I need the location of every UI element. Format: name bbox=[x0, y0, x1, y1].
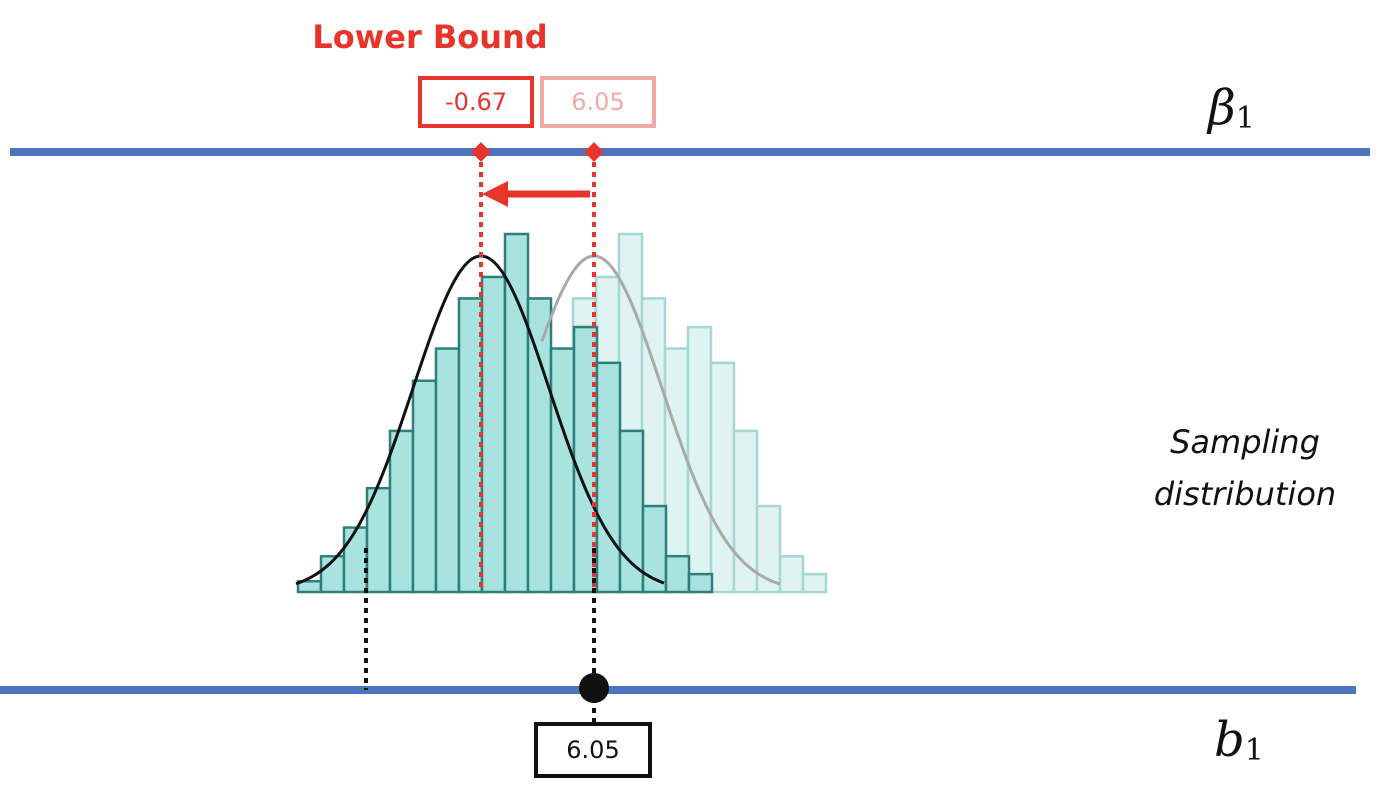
lower-bound-histogram-bar bbox=[503, 232, 530, 594]
shifted-histogram-bar bbox=[686, 325, 713, 594]
lower-bound-histogram-bar bbox=[618, 429, 645, 594]
b-axis-label: b1 bbox=[1214, 712, 1264, 768]
lower-bound-histogram-bar bbox=[641, 504, 668, 594]
sampling-line-1: Sampling bbox=[1170, 423, 1320, 461]
sampling-distribution-label: Sampling distribution bbox=[1140, 416, 1350, 520]
shifted-histogram-bar bbox=[755, 504, 782, 594]
shift-arrow-head bbox=[482, 181, 508, 207]
lower-bound-value-box: -0.67 bbox=[418, 76, 534, 128]
shifted-histogram-bar bbox=[709, 361, 736, 594]
beta-subscript: 1 bbox=[1235, 101, 1255, 137]
beta-symbol: β bbox=[1208, 80, 1236, 136]
original-value-box: 6.05 bbox=[540, 76, 656, 128]
lower-bound-histogram-bar bbox=[595, 361, 622, 594]
shifted-histogram-bar bbox=[778, 554, 805, 594]
original-diamond bbox=[584, 142, 604, 162]
lower-bound-histogram-bar bbox=[457, 297, 484, 594]
sampling-line-2: distribution bbox=[1153, 475, 1337, 513]
lower-bound-histogram-bar bbox=[664, 554, 691, 594]
lower-bound-histogram-bar bbox=[434, 347, 461, 594]
shifted-histogram-bar bbox=[732, 429, 759, 594]
beta-axis-label: β1 bbox=[1208, 80, 1255, 136]
lower-bound-histogram-bar bbox=[411, 379, 438, 594]
lower-bound-histogram-bar bbox=[342, 526, 369, 594]
lower-bound-histogram-bar bbox=[388, 429, 415, 594]
lower-bound-histogram-bar bbox=[480, 275, 507, 594]
b-symbol: b bbox=[1214, 712, 1245, 768]
lower-bound-histogram-bar bbox=[687, 572, 714, 594]
sample-point bbox=[579, 673, 609, 703]
lower-bound-histogram-bar bbox=[526, 297, 553, 594]
lower-bound-diamond bbox=[471, 142, 491, 162]
shifted-histogram-bar bbox=[801, 572, 828, 594]
lower-bound-title: Lower Bound bbox=[312, 18, 548, 56]
shifted-normal-curve bbox=[540, 254, 781, 586]
lower-bound-histogram bbox=[296, 232, 714, 594]
b-subscript: 1 bbox=[1244, 733, 1264, 769]
lower-bound-histogram-bar bbox=[549, 347, 576, 594]
sample-value-box: 6.05 bbox=[534, 722, 652, 778]
